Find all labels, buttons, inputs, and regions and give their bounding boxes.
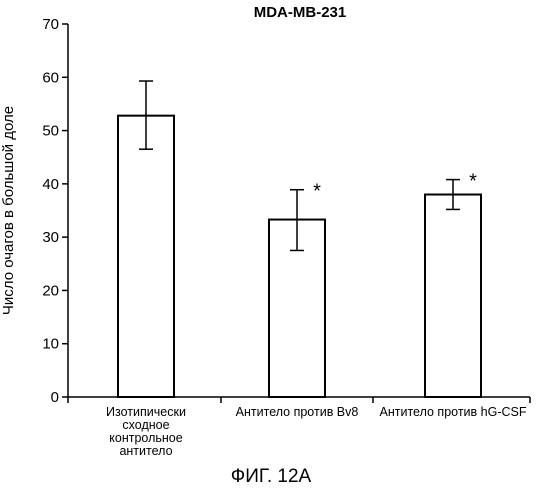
y-tick-label: 40 bbox=[42, 176, 59, 193]
x-tick-label: Антитело против hG-CSF bbox=[380, 405, 527, 419]
x-tick-label-line: Антитело против hG-CSF bbox=[380, 405, 527, 419]
y-tick-label: 50 bbox=[42, 123, 59, 140]
x-tick-label-line: Изотипически bbox=[106, 405, 186, 419]
chart-title: MDA-MB-231 bbox=[254, 4, 347, 21]
bars: ** bbox=[118, 81, 481, 397]
x-tick-label: Изотипическисходноеконтрольноеантитело bbox=[106, 405, 186, 458]
y-tick-label: 30 bbox=[42, 229, 59, 246]
x-tick-label: Антитело против Bv8 bbox=[236, 405, 359, 419]
y-tick-label: 70 bbox=[42, 16, 59, 33]
x-tick-label-line: антитело bbox=[119, 444, 172, 458]
figure-caption: ФИГ. 12А bbox=[0, 466, 542, 488]
y-tick-label: 20 bbox=[42, 282, 59, 299]
bar bbox=[118, 116, 174, 397]
x-tick-label-line: контрольное bbox=[109, 431, 182, 445]
significance-marker: * bbox=[313, 181, 321, 203]
significance-marker: * bbox=[469, 171, 477, 193]
y-axis-label: Число очагов в большой доле bbox=[0, 106, 17, 315]
y-tick-label: 0 bbox=[51, 389, 59, 406]
x-tick-label-line: сходное bbox=[122, 418, 169, 432]
x-axis-labels: Изотипическисходноеконтрольноеантитело Ан… bbox=[106, 405, 527, 458]
bar bbox=[425, 195, 481, 397]
y-tick-label: 10 bbox=[42, 336, 59, 353]
x-tick-label-line: Антитело против Bv8 bbox=[236, 405, 359, 419]
y-tick-label: 60 bbox=[42, 69, 59, 86]
